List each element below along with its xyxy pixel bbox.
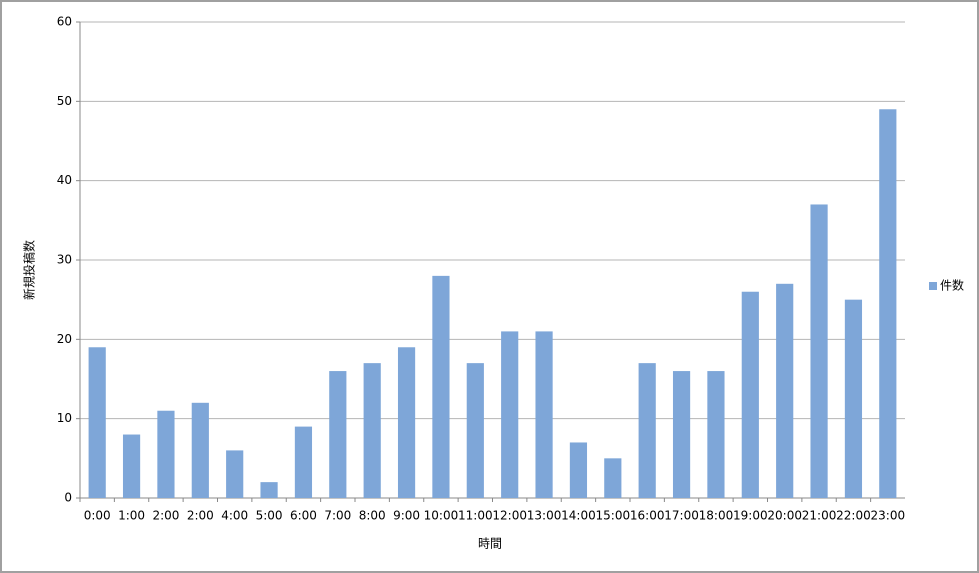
bar <box>879 109 897 499</box>
y-tick-label: 30 <box>57 253 72 267</box>
x-tick-label: 12:00 <box>492 509 527 523</box>
bar <box>294 426 313 498</box>
bar <box>741 291 759 498</box>
y-tick-label: 40 <box>57 173 72 187</box>
x-tick-label: 1:00 <box>118 509 145 523</box>
bar <box>88 347 106 498</box>
x-tick-label: 9:00 <box>393 509 420 523</box>
bar <box>432 275 450 498</box>
bar <box>672 371 691 498</box>
x-tick-label: 23:00 <box>871 509 906 523</box>
bar <box>810 204 828 498</box>
x-tick-label: 18:00 <box>699 509 734 523</box>
bar <box>535 331 553 498</box>
legend-swatch <box>929 282 937 290</box>
bar <box>638 363 656 498</box>
y-tick-label: 20 <box>57 332 72 346</box>
bar <box>226 450 244 498</box>
bar <box>329 371 347 498</box>
bar <box>122 434 141 498</box>
x-tick-label: 8:00 <box>359 509 386 523</box>
legend-label: 件数 <box>940 278 964 293</box>
y-tick-label: 60 <box>57 15 72 29</box>
bar <box>501 331 519 498</box>
x-tick-label: 2:00 <box>152 509 179 523</box>
x-tick-label: 0:00 <box>84 509 111 523</box>
bar <box>191 402 209 498</box>
x-tick-label: 2:00 <box>187 509 214 523</box>
bar <box>844 299 863 498</box>
x-axis-label: 時間 <box>478 537 502 551</box>
x-tick-label: 11:00 <box>458 509 493 523</box>
x-tick-label: 21:00 <box>802 509 837 523</box>
x-tick-label: 5:00 <box>256 509 283 523</box>
x-tick-label: 10:00 <box>424 509 459 523</box>
x-tick-label: 15:00 <box>596 509 631 523</box>
x-tick-label: 7:00 <box>324 509 351 523</box>
x-tick-label: 17:00 <box>664 509 699 523</box>
bar <box>776 283 794 498</box>
bar <box>363 363 381 498</box>
bar <box>707 371 725 498</box>
x-tick-label: 13:00 <box>527 509 562 523</box>
bar <box>604 458 622 498</box>
bar <box>466 363 484 498</box>
x-tick-label: 20:00 <box>767 509 802 523</box>
bar <box>569 442 588 498</box>
bar <box>260 482 278 498</box>
x-tick-label: 16:00 <box>630 509 665 523</box>
bar <box>397 347 416 498</box>
y-axis-label: 新規投稿数 <box>22 240 37 300</box>
x-tick-label: 4:00 <box>221 509 248 523</box>
y-tick-label: 10 <box>57 411 72 425</box>
y-tick-label: 50 <box>57 94 72 108</box>
x-tick-label: 14:00 <box>561 509 596 523</box>
x-tick-label: 6:00 <box>290 509 317 523</box>
x-tick-label: 22:00 <box>836 509 871 523</box>
bar <box>157 410 175 498</box>
x-tick-label: 19:00 <box>733 509 768 523</box>
y-tick-label: 0 <box>64 491 72 505</box>
